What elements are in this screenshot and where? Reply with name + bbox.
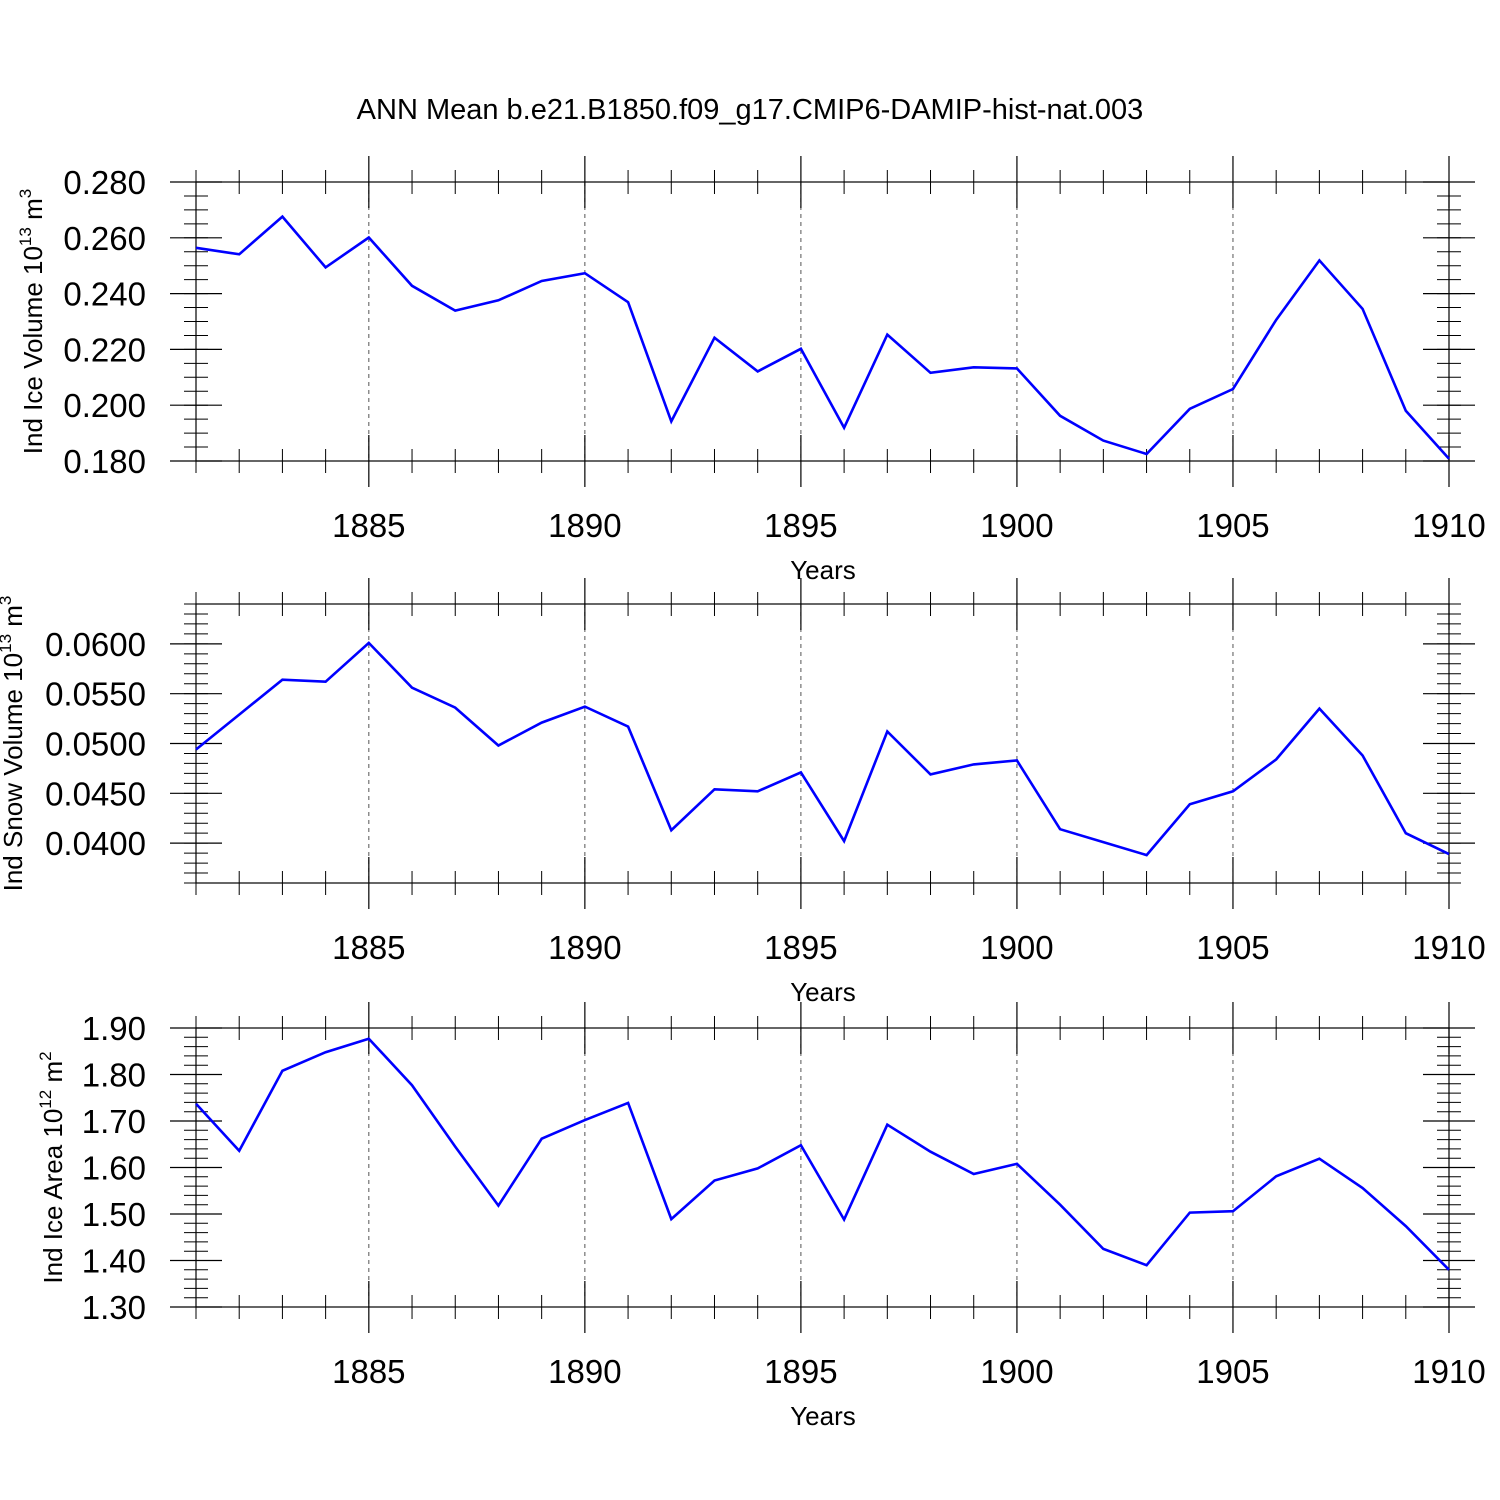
x-tick-label: 1885 [332, 929, 405, 966]
x-tick-label: 1905 [1196, 929, 1269, 966]
x-tick-label: 1905 [1196, 1353, 1269, 1390]
series-line [195, 641, 1450, 857]
x-axis-label: Years [790, 977, 856, 1007]
y-axis-label-unit-exponent: 3 [0, 596, 15, 605]
y-tick-label: 0.0450 [45, 775, 146, 812]
x-tick-label: 1895 [764, 929, 837, 966]
y-tick-label: 0.0600 [45, 626, 146, 663]
y-tick-label: 1.50 [82, 1196, 146, 1233]
x-tick-label: 1890 [548, 1353, 621, 1390]
x-tick-label: 1885 [332, 1353, 405, 1390]
y-tick-label: 0.180 [63, 443, 146, 480]
x-tick-label: 1900 [980, 929, 1053, 966]
x-axis-label: Years [790, 1401, 856, 1431]
chart-panels: 1885 1890 1895 1900 1905 1910 0.280 0.260 0.240 0… [0, 156, 1486, 1431]
y-tick-label: 1.30 [82, 1289, 146, 1326]
y-tick-label: 0.200 [63, 387, 146, 424]
x-tick-label: 1910 [1412, 1353, 1485, 1390]
y-tick-label: 0.240 [63, 276, 146, 313]
y-axis-label-main: Ind Snow Volume 10 [0, 653, 28, 892]
y-tick-label: 1.40 [82, 1243, 146, 1280]
x-tick-label: 1905 [1196, 507, 1269, 544]
chart-title: ANN Mean b.e21.B1850.f09_g17.CMIP6-DAMIP… [357, 94, 1144, 126]
y-axis-label-unit: m [38, 1061, 68, 1090]
y-axis-label: Ind Snow Volume 1013 m3 [0, 596, 28, 892]
y-axis-label-unit-exponent: 3 [16, 189, 35, 198]
y-tick-label: 0.0550 [45, 676, 146, 713]
panel-2: 1885 1890 1895 1900 1905 1910 0.0600 0.0550 0.05… [0, 578, 1486, 1007]
x-tick-label: 1900 [980, 507, 1053, 544]
y-axis-label-unit-exponent: 2 [36, 1051, 55, 1060]
x-axis-label: Years [790, 555, 856, 585]
plot-frame [195, 1027, 1450, 1308]
y-tick-label: 0.0500 [45, 726, 146, 763]
y-tick-label: 1.90 [82, 1010, 146, 1047]
panel-3: 1885 1890 1895 1900 1905 1910 1.90 1.80 1.70 1.60… [36, 1002, 1486, 1431]
panel-1: 1885 1890 1895 1900 1905 1910 0.280 0.260 0.240 0… [16, 156, 1486, 585]
plot-frame [195, 181, 1450, 462]
x-tick-label: 1885 [332, 507, 405, 544]
y-tick-label: 1.60 [82, 1150, 146, 1187]
y-axis-label: Ind Ice Area 1012 m2 [36, 1051, 68, 1283]
y-axis-label-exponent: 13 [16, 227, 35, 246]
y-axis-label-unit: m [18, 198, 48, 227]
y-axis-label: Ind Ice Volume 1013 m3 [16, 189, 48, 454]
x-tick-label: 1890 [548, 507, 621, 544]
y-axis-label-main: Ind Ice Volume 10 [18, 246, 48, 454]
x-tick-label: 1910 [1412, 929, 1485, 966]
y-axis-label-exponent: 13 [0, 634, 15, 653]
y-tick-label: 1.80 [82, 1057, 146, 1094]
series-line [195, 1037, 1450, 1271]
y-tick-label: 0.0400 [45, 825, 146, 862]
y-tick-label: 0.260 [63, 220, 146, 257]
series-line [195, 214, 1450, 460]
y-axis-label-exponent: 12 [36, 1090, 55, 1109]
y-tick-label: 1.70 [82, 1103, 146, 1140]
y-tick-label: 0.220 [63, 331, 146, 368]
y-axis-label-main: Ind Ice Area 10 [38, 1109, 68, 1284]
plot-frame [195, 603, 1450, 884]
x-tick-label: 1910 [1412, 507, 1485, 544]
y-tick-label: 0.280 [63, 164, 146, 201]
x-tick-label: 1895 [764, 507, 837, 544]
y-axis-label-unit: m [0, 605, 28, 634]
x-tick-label: 1890 [548, 929, 621, 966]
x-tick-label: 1895 [764, 1353, 837, 1390]
x-tick-label: 1900 [980, 1353, 1053, 1390]
